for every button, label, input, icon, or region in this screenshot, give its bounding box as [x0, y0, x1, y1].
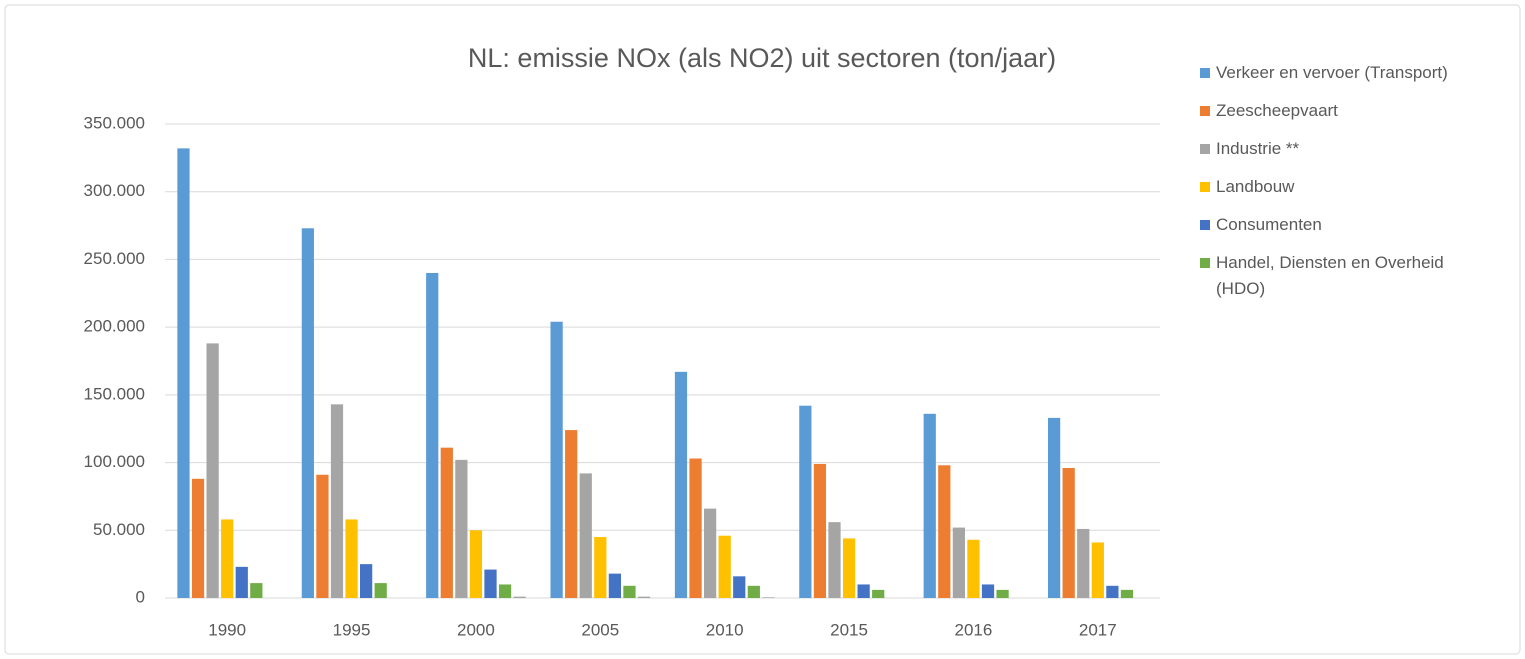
bar [594, 537, 607, 598]
bar [938, 465, 951, 598]
legend-item: Zeescheepvaart [1200, 98, 1500, 136]
bar [191, 478, 205, 598]
legend-swatch [1200, 68, 1210, 78]
y-tick-label: 0 [136, 587, 145, 606]
y-tick-label: 150.000 [84, 384, 145, 403]
bar [301, 228, 314, 598]
bar [565, 430, 578, 598]
bar [177, 148, 190, 598]
x-tick-label: 2015 [830, 620, 868, 639]
bar [967, 539, 980, 598]
bar [813, 463, 827, 598]
legend-item: Industrie ** [1200, 136, 1500, 174]
bar [762, 597, 775, 598]
bar [872, 589, 885, 598]
bar [747, 585, 760, 598]
bar [718, 535, 731, 598]
bar [828, 522, 841, 598]
bar [689, 458, 702, 598]
bar [235, 566, 248, 598]
bar [440, 447, 453, 598]
y-tick-label: 100.000 [84, 452, 145, 471]
bar [674, 371, 688, 598]
bar [498, 584, 512, 598]
legend-label: Zeescheepvaart [1216, 101, 1338, 120]
legend-item: Landbouw [1200, 174, 1500, 212]
x-tick-label: 2016 [955, 620, 993, 639]
bar [206, 343, 219, 598]
legend-label: Verkeer en vervoer (Transport) [1216, 63, 1448, 82]
bar [426, 272, 439, 598]
legend-label: Consumenten [1216, 215, 1322, 234]
bar [1062, 467, 1075, 598]
bar [1077, 528, 1090, 598]
bar [1120, 589, 1134, 598]
bar [374, 583, 387, 598]
legend-swatch [1200, 258, 1210, 268]
bar [484, 569, 497, 598]
x-tick-label: 2017 [1079, 620, 1117, 639]
bar [623, 585, 636, 598]
bar [703, 508, 717, 598]
x-tick-label: 1990 [208, 620, 246, 639]
y-tick-label: 300.000 [84, 181, 145, 200]
bar [250, 583, 263, 598]
legend-label: Landbouw [1216, 177, 1295, 196]
bar [923, 413, 936, 598]
bar [221, 519, 234, 598]
bar [996, 589, 1009, 598]
bar [316, 474, 329, 598]
legend-swatch [1200, 144, 1210, 154]
bar [952, 527, 965, 598]
bar [733, 576, 746, 598]
x-tick-label: 2000 [457, 620, 495, 639]
y-tick-label: 50.000 [93, 520, 145, 539]
bar [345, 519, 358, 598]
x-tick-label: 2010 [706, 620, 744, 639]
bar [637, 596, 651, 598]
x-tick-label: 1995 [333, 620, 371, 639]
bar [1106, 585, 1119, 598]
bar [842, 538, 856, 598]
legend-item: Handel, Diensten en Overheid (HDO) [1200, 250, 1500, 298]
legend-swatch [1200, 220, 1210, 230]
legend-label: Industrie ** [1216, 139, 1300, 158]
bar [455, 459, 468, 598]
legend-swatch [1200, 106, 1210, 116]
legend-item: Consumenten [1200, 212, 1500, 250]
bar [1091, 542, 1104, 598]
y-tick-label: 250.000 [84, 249, 145, 268]
bar [469, 530, 483, 598]
bar [330, 404, 344, 598]
x-tick-label: 2005 [581, 620, 619, 639]
y-tick-label: 200.000 [84, 317, 145, 336]
chart-border [4, 4, 1521, 655]
chart-title: NL: emissie NOx (als NO2) uit sectoren (… [468, 43, 1056, 73]
y-tick-label: 350.000 [84, 113, 145, 132]
bar [513, 596, 526, 598]
bar [550, 321, 563, 598]
legend-label: Handel, Diensten en Overheid (HDO) [1216, 253, 1444, 298]
bar [1047, 417, 1061, 598]
bar [857, 584, 870, 598]
legend-swatch [1200, 182, 1210, 192]
bar [579, 473, 592, 598]
bar [799, 405, 812, 598]
legend-item: Verkeer en vervoer (Transport) [1200, 60, 1500, 98]
bar [608, 573, 622, 598]
legend: Verkeer en vervoer (Transport) Zeescheepv… [1200, 60, 1500, 298]
bar [360, 564, 373, 598]
bar [981, 584, 995, 598]
